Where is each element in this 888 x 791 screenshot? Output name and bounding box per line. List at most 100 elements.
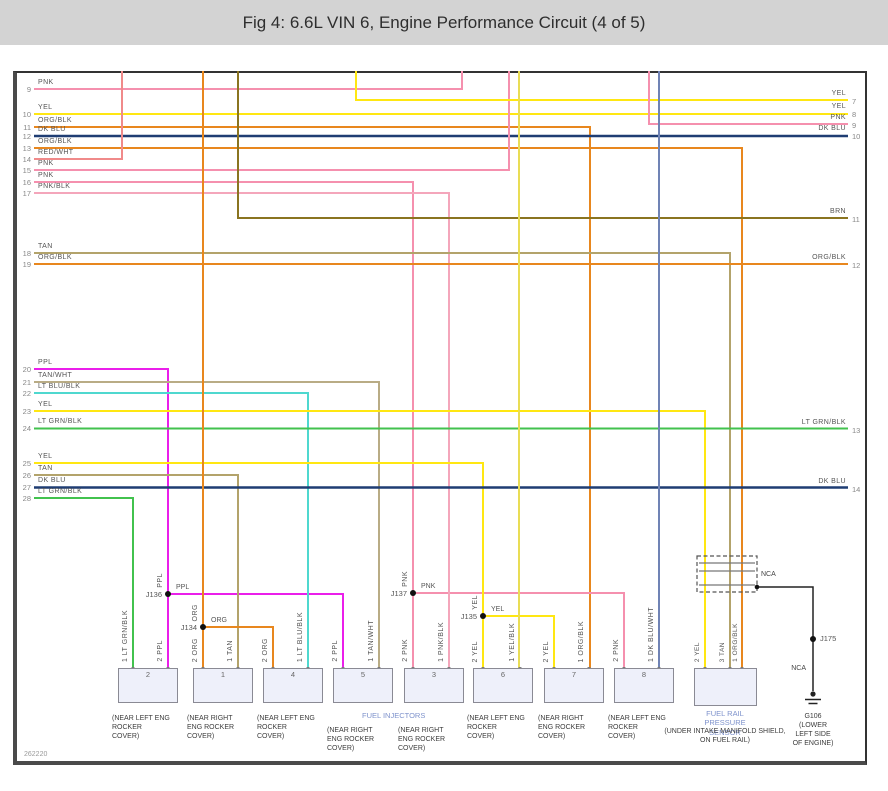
fuel-injectors-label: FUEL INJECTORS — [362, 711, 426, 720]
left-pin-wire-label: DK BLU — [38, 126, 66, 133]
sensor-pin-label: 1 ORG/BLK — [732, 623, 739, 662]
shield-symbol — [696, 555, 758, 593]
right-pin-number: 10 — [852, 132, 861, 141]
diagram-frame — [13, 71, 867, 765]
fuel-rail-pressure-sensor-box — [694, 668, 757, 706]
injector-connector-box — [118, 668, 178, 703]
injector-pin-label: 2 ORG — [192, 637, 199, 662]
wire-org-top — [202, 71, 274, 668]
left-pin-number: 11 — [23, 123, 31, 132]
injector-pin-label: 2 YEL — [543, 640, 550, 662]
injector-connector-box — [263, 668, 323, 703]
junction-wire: PPL — [176, 584, 190, 591]
wire-pnk-15 — [34, 71, 510, 171]
left-pin-number: 23 — [22, 407, 31, 416]
left-pin-wire-label: TAN — [38, 465, 53, 472]
injector-location: (NEAR RIGHT ENG ROCKER COVER) — [398, 727, 446, 753]
wire-orgblk-13 — [34, 147, 743, 668]
left-pin-wire-label: LT GRN/BLK — [38, 488, 83, 495]
wire-redwht-14 — [34, 71, 123, 160]
injector-location: (NEAR LEFT ENG ROCKER COVER) — [112, 715, 170, 741]
figure-title: Fig 4: 6.6L VIN 6, Engine Performance Ci… — [242, 13, 646, 32]
junction-id: J137 — [390, 589, 407, 598]
right-pin-number: 7 — [852, 97, 857, 106]
wire-tanwht-21 — [34, 381, 380, 668]
left-pin-number: 10 — [22, 110, 31, 119]
junction-wire-vertical: PNK — [402, 571, 409, 587]
left-pin-wire-label: LT GRN/BLK — [38, 418, 83, 425]
right-pin-wire-label: DK BLU — [818, 125, 846, 132]
injector-number: 2 — [145, 670, 151, 679]
right-pin-wire-label: ORG/BLK — [812, 254, 846, 261]
wire-pnk-9 — [34, 71, 463, 90]
junction-wire-vertical: YEL — [472, 595, 479, 610]
right-pin-number: 14 — [852, 485, 861, 494]
injector-number: 8 — [641, 670, 647, 679]
left-pin-number: 21 — [22, 378, 31, 387]
left-pin-number: 26 — [22, 471, 31, 480]
right-pin-number: 11 — [852, 215, 860, 224]
injector-number: 1 — [220, 670, 226, 679]
wire-yel-23 — [34, 410, 706, 668]
injector-location: (NEAR RIGHT ENG ROCKER COVER) — [327, 727, 375, 753]
left-pin-number: 12 — [22, 132, 31, 141]
injector-number: 3 — [431, 670, 437, 679]
left-pin-number: 20 — [22, 365, 31, 374]
left-pin-number: 24 — [22, 424, 31, 433]
wire-pnk-16 — [34, 181, 625, 668]
injector-number: 5 — [360, 670, 366, 679]
junction-wire: ORG — [211, 617, 227, 624]
right-pin-wire-label: DK BLU — [818, 478, 846, 485]
left-pin-number: 17 — [22, 189, 31, 198]
injector-location: (NEAR LEFT ENG ROCKER COVER) — [467, 715, 525, 741]
left-pin-number: 16 — [22, 178, 31, 187]
injector-connector-box — [614, 668, 674, 703]
junction-id: J135 — [460, 612, 477, 621]
injector-pin-label: 2 PNK — [402, 639, 409, 662]
injector-pin-label: 1 TAN/WHT — [368, 620, 375, 662]
right-pin-wire-label: PNK — [830, 114, 846, 121]
junction-id: J134 — [180, 623, 197, 632]
injector-pin-label: 1 YEL/BLK — [509, 623, 516, 662]
left-pin-wire-label: PNK/BLK — [38, 183, 71, 190]
right-pin-number: 9 — [852, 121, 857, 130]
left-pin-wire-label: TAN — [38, 243, 53, 250]
ground-label: G106 (LOWER LEFT SIDE OF ENGINE) — [792, 713, 834, 748]
junction-wire: YEL — [491, 606, 505, 613]
injector-location: (NEAR LEFT ENG ROCKER COVER) — [257, 715, 315, 741]
wire-nca-drain — [757, 586, 814, 691]
left-pin-wire-label: LT BLU/BLK — [38, 383, 81, 390]
wire-orgblk-11 — [34, 126, 591, 668]
junction-dots — [165, 584, 816, 642]
right-pin-number: 8 — [852, 110, 857, 119]
left-pin-number: 28 — [22, 494, 31, 503]
nca-label: NCA — [791, 665, 806, 672]
injector-connector-box — [473, 668, 533, 703]
junction-wire-vertical: ORG — [192, 603, 199, 621]
left-pin-wire-label: PNK — [38, 79, 54, 86]
injector-number: 4 — [290, 670, 296, 679]
nca-label: NCA — [761, 571, 776, 578]
figure-header: Fig 4: 6.6L VIN 6, Engine Performance Ci… — [0, 0, 888, 45]
left-pin-wire-label: PPL — [38, 359, 53, 366]
injector-number: 6 — [500, 670, 506, 679]
left-pin-wire-label: ORG/BLK — [38, 254, 72, 261]
junction-id: J175 — [820, 634, 837, 643]
left-pin-number: 25 — [22, 459, 31, 468]
left-pin-number: 9 — [26, 85, 31, 94]
right-pin-wire-label: YEL — [831, 103, 846, 110]
wire-brn-top — [237, 71, 848, 219]
junction-wire: PNK — [421, 583, 436, 590]
sensor-pin-label: 3 TAN — [719, 641, 726, 662]
wire-ltblublk-22 — [34, 392, 309, 668]
diagram-code: 262220 — [24, 751, 48, 758]
wire-yel-top — [355, 71, 848, 101]
left-pin-wire-label: YEL — [38, 104, 53, 111]
wire-pnk-top — [648, 71, 848, 125]
wire-yel-25 — [34, 462, 555, 668]
right-pin-wire-label: BRN — [830, 208, 846, 215]
injector-pin-label: 1 LT GRN/BLK — [122, 609, 129, 662]
left-pin-number: 14 — [22, 155, 31, 164]
wire-tan-26 — [34, 474, 239, 668]
wires — [34, 71, 848, 691]
